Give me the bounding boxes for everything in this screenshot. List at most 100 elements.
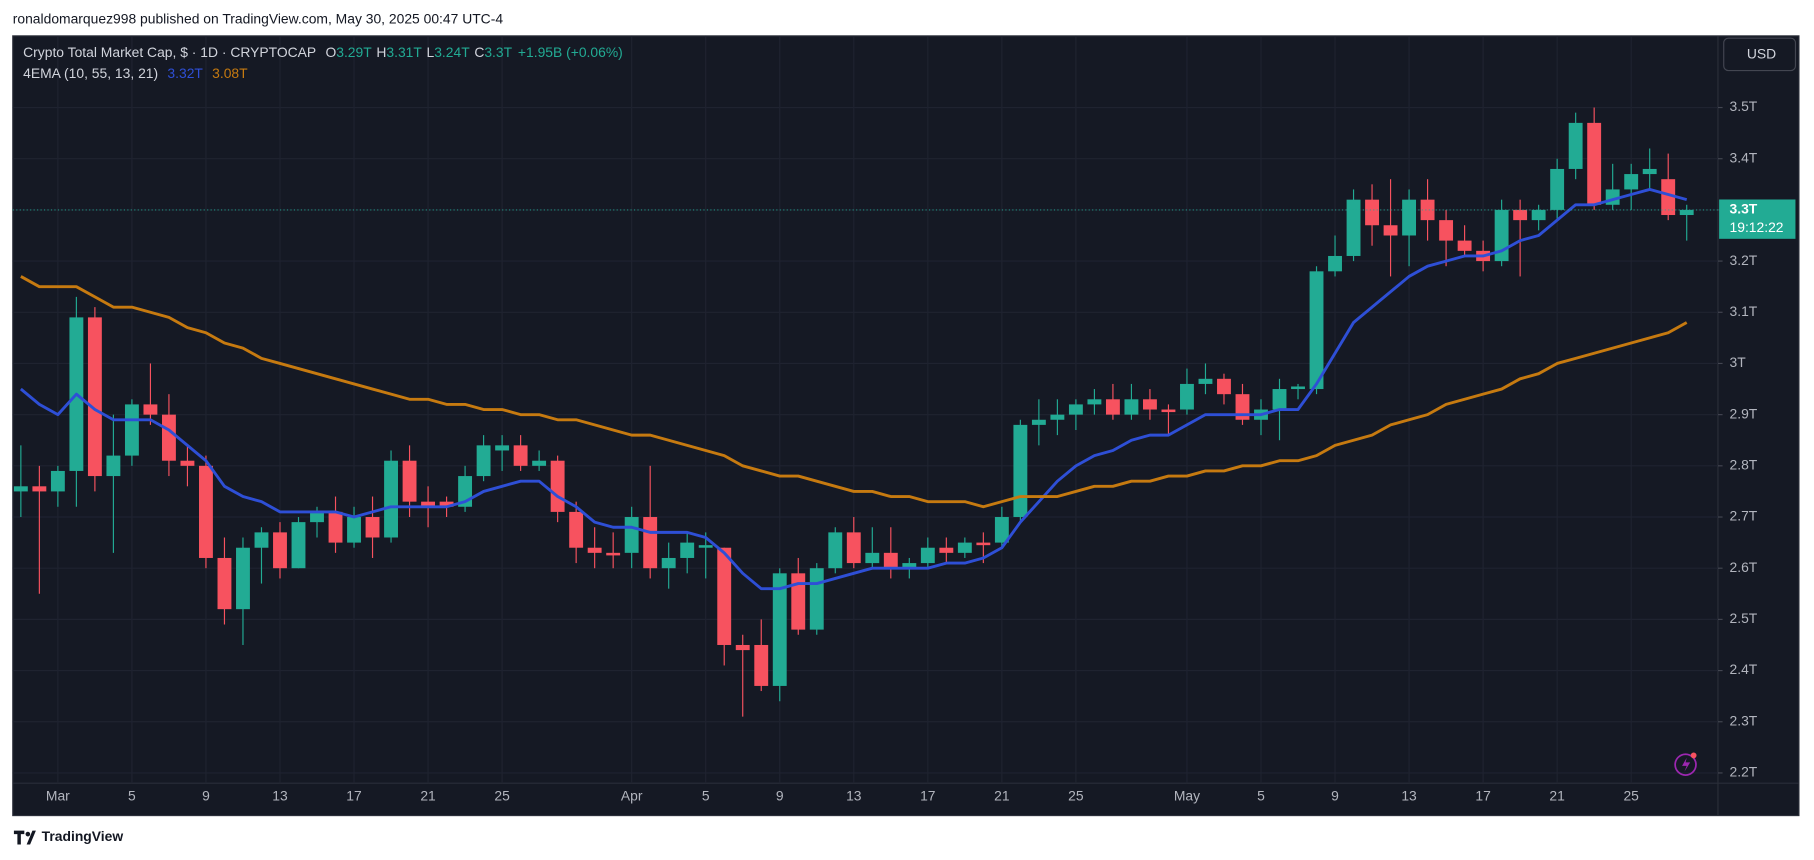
lines-layer [19,187,1688,591]
candle-body [1346,199,1361,256]
x-tick-label: 5 [1257,788,1265,804]
candle-body [1513,209,1528,221]
x-tick-label: 13 [272,788,288,804]
alert-bolt [1682,757,1691,772]
x-tick-label: 21 [994,788,1010,804]
candle-body [939,547,954,553]
candle-body [1180,383,1194,410]
candle-body [13,486,28,492]
x-tick-label: May [1174,788,1200,804]
x-tick-label: 9 [1331,788,1339,804]
candle-body [957,542,972,553]
x-tick-label: 5 [702,788,710,804]
candle-body [1291,386,1305,390]
y-tick-label: 3.2T [1730,252,1758,268]
grid-layer [12,35,1718,784]
indicator-value: 3.32T [167,65,203,81]
candle-body [1013,424,1028,518]
candle-body [828,532,843,569]
price-badge [1719,199,1796,239]
price-badge-label: 3.3T [1730,201,1758,217]
y-tick-label: 2.6T [1730,559,1758,575]
candle-body [1309,271,1324,390]
candle-body [1087,399,1102,405]
countdown-label: 19:12:22 [1730,219,1784,235]
candle-body [143,404,158,415]
candle-body [1420,199,1435,221]
candle-body [439,501,454,507]
candle-body [1328,255,1342,272]
candle-body [1365,199,1379,226]
candle-body [328,511,343,543]
change-value: +1.95B (+0.06%) [518,44,623,60]
y-tick-label: 3.5T [1730,98,1758,114]
candle-body [1031,419,1046,425]
candle-body [199,465,213,558]
ohlc-key: O [325,44,336,60]
publisher-line: ronaldomarquez998 published on TradingVi… [13,10,504,26]
indicator-value: 3.08T [212,65,248,81]
ohlc-value: 3.24T [434,44,470,60]
candle-body [273,532,287,569]
candle-body [217,557,232,610]
y-tick-label: 2.3T [1730,712,1758,728]
candle-body [994,517,1009,543]
candle-body [569,511,584,548]
currency-label[interactable]: USD [1747,46,1776,62]
y-tick-label: 3.1T [1730,303,1758,319]
candle-body [1642,168,1657,175]
candle-body [865,552,880,564]
ohlc-key: H [376,44,386,60]
candle-body [606,552,621,556]
ohlc-key: L [426,44,434,60]
candle-body [1679,209,1694,216]
candle-body [365,517,380,538]
candle-body [495,445,510,451]
candle-body [680,542,695,558]
x-tick-label: 25 [494,788,510,804]
candle-body [291,522,306,569]
candle-body [1531,209,1546,221]
y-tick-label: 2.9T [1730,405,1758,421]
candle-body [624,517,639,553]
y-tick-label: 2.4T [1730,661,1758,677]
candle-body [661,557,676,569]
candle-body [161,414,176,461]
alert-icon[interactable] [1674,753,1697,776]
candle-body [809,568,824,630]
candle-body [643,517,658,569]
candle-body [254,532,269,548]
indicator-legend: 4EMA (10, 55, 13, 21) 3.32T 3.08T [23,65,248,81]
x-tick-label: 9 [202,788,210,804]
candle-body [1142,399,1157,410]
candle-body [1105,399,1120,415]
candle-body [50,470,65,492]
candle-body [384,460,398,538]
candle-body [1624,174,1639,190]
candle-body [846,532,861,564]
legend-header: Crypto Total Market Cap, $ · 1D · CRYPTO… [23,44,623,60]
x-tick-label: 21 [1549,788,1565,804]
candle-body [1402,199,1417,236]
ema-line [20,275,1688,509]
candle-body [532,460,547,466]
currency-button[interactable] [1723,37,1797,72]
candle-body [310,511,324,523]
candle-body [1161,409,1176,413]
candle-body [402,460,417,502]
x-tick-label: Mar [46,788,70,804]
candle-body [421,501,436,507]
candle-body [1124,399,1139,415]
y-tick-label: 3.4T [1730,149,1758,165]
candle-body [1198,378,1213,384]
candle-body [902,563,917,569]
candle-body [180,460,195,466]
indicator-label: 4EMA (10, 55, 13, 21) [23,65,158,81]
candle-body [1550,168,1565,210]
candle-body [347,517,361,543]
y-tick-label: 3T [1730,354,1747,370]
candle-body [735,644,750,651]
candle-body [476,445,491,477]
candle-body [1068,404,1083,415]
